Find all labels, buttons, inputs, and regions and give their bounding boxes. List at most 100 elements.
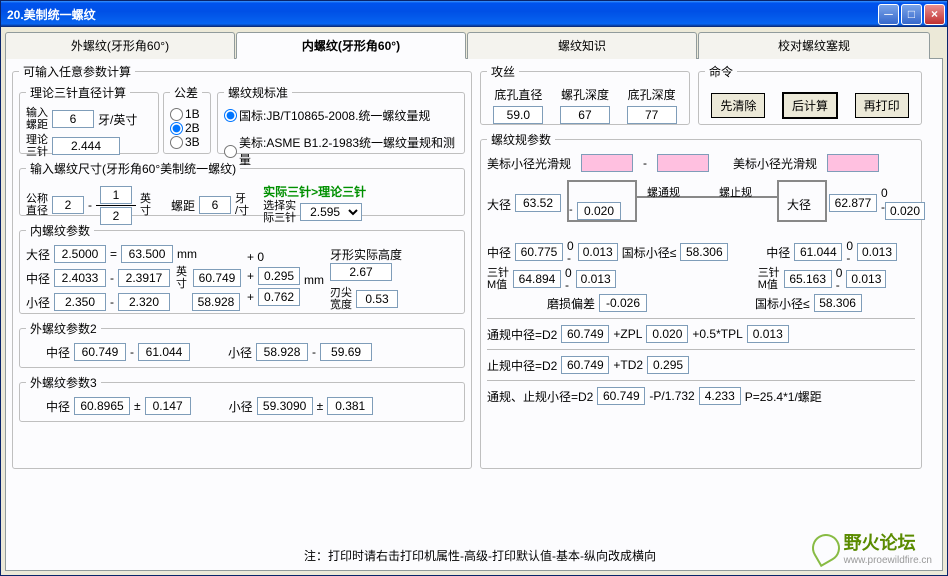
fs-main: 可输入任意参数计算 理论三针直径计算 输入螺距 牙/英寸 理论三针: [12, 63, 472, 469]
lbl-wire-note: 实际三针>理论三针: [263, 183, 366, 200]
logo-url: www.proewildfire.cn: [844, 555, 932, 566]
input-ext3-md-b[interactable]: [327, 397, 373, 415]
titlebar: 20.美制统一螺纹 ─ □ ×: [1, 1, 947, 27]
input-minor-lo[interactable]: [118, 293, 170, 311]
input-formula-nogo-d2[interactable]: [561, 356, 609, 374]
logo-text: 野火论坛: [844, 529, 932, 555]
fs-calc-legend: 理论三针直径计算: [26, 84, 130, 101]
input-wire-m-go[interactable]: [513, 270, 561, 288]
radio-1b[interactable]: 1B: [170, 107, 204, 121]
minimize-button[interactable]: ─: [878, 4, 899, 25]
input-pd-go-tol[interactable]: [578, 243, 618, 261]
input-major-go-tol[interactable]: [577, 202, 621, 220]
radio-3b[interactable]: 3B: [170, 135, 204, 149]
input-theory-wire[interactable]: [52, 137, 120, 155]
input-ext2-md-b[interactable]: [320, 343, 372, 361]
btn-print[interactable]: 再打印: [855, 93, 909, 118]
input-tap-hole-dia[interactable]: [493, 106, 543, 124]
fs-ext3: 外螺纹参数3 中径 ± 小径 ±: [19, 374, 465, 422]
input-pd-go[interactable]: [515, 243, 563, 261]
lbl-tpi2: 牙/寸: [235, 193, 249, 217]
input-wire-m-go-tol[interactable]: [576, 270, 616, 288]
input-ext3-pd-b[interactable]: [145, 397, 191, 415]
input-formula-go-d2[interactable]: [561, 325, 609, 343]
lbl-inch: 英寸: [140, 193, 151, 217]
btn-calculate[interactable]: 后计算: [782, 92, 838, 119]
input-ext2-pd-b[interactable]: [138, 343, 190, 361]
input-tap-hole-depth[interactable]: [627, 106, 677, 124]
btn-clear[interactable]: 先清除: [711, 93, 765, 118]
input-major-go[interactable]: [515, 194, 561, 212]
input-size-pitch[interactable]: [199, 196, 231, 214]
input-tip-width[interactable]: [356, 290, 398, 308]
input-us-minor-go[interactable]: [581, 154, 633, 172]
logo: 野火论坛 www.proewildfire.cn: [812, 529, 932, 566]
input-wire-m-nogo-tol[interactable]: [846, 270, 886, 288]
input-major-nogo[interactable]: [829, 194, 877, 212]
lbl-pitch: 螺距: [171, 197, 195, 214]
input-thread-height[interactable]: [330, 263, 392, 281]
input-major-mm[interactable]: [121, 245, 173, 263]
lbl-actual-wire: 选择实际三针: [263, 200, 296, 224]
input-tol-p2[interactable]: [258, 288, 300, 306]
input-pd-nogo[interactable]: [794, 243, 842, 261]
input-dia-whole[interactable]: [52, 196, 84, 214]
input-major-nogo-tol[interactable]: [885, 202, 925, 220]
fs-std-legend: 螺纹规标准: [224, 84, 292, 101]
input-formula-zpl[interactable]: [646, 325, 688, 343]
input-formula-p[interactable]: [699, 387, 741, 405]
input-pitch[interactable]: [52, 110, 94, 128]
fs-gauge-legend: 螺纹规参数: [487, 131, 555, 148]
input-ext2-md-a[interactable]: [256, 343, 308, 361]
input-tol-p1[interactable]: [258, 267, 300, 285]
lbl-theory-wire: 理论三针: [26, 134, 48, 158]
logo-icon: [807, 528, 845, 566]
lbl-input-pitch: 输入螺距: [26, 107, 48, 131]
fs-int-legend: 内螺纹参数: [26, 222, 94, 239]
input-ext3-pd-a[interactable]: [74, 397, 130, 415]
input-pitch-dia-lo[interactable]: [118, 269, 170, 287]
input-minor-mm[interactable]: [192, 293, 240, 311]
input-pitch-dia-hi[interactable]: [54, 269, 106, 287]
fs-internal: 内螺纹参数 大径=mm 中径-英寸 小径- + 0 + +: [19, 222, 465, 314]
tab-external-thread[interactable]: 外螺纹(牙形角60°): [5, 32, 235, 59]
window-title: 20.美制统一螺纹: [7, 6, 878, 23]
radio-gb[interactable]: 国标:JB/T10865-2008.统一螺纹量规: [224, 107, 458, 124]
fs-tap: 攻丝 底孔直径螺孔深度底孔深度: [480, 63, 690, 125]
tab-calibrate-gauge[interactable]: 校对螺纹塞规: [698, 32, 930, 59]
input-gb-minor2[interactable]: [814, 294, 862, 312]
input-minor-hi[interactable]: [54, 293, 106, 311]
fs-ext2: 外螺纹参数2 中径 - 小径 -: [19, 320, 465, 368]
maximize-button[interactable]: □: [901, 4, 922, 25]
close-button[interactable]: ×: [924, 4, 945, 25]
fs-cmd-legend: 命令: [705, 63, 737, 80]
input-ext2-pd-a[interactable]: [74, 343, 126, 361]
radio-2b[interactable]: 2B: [170, 121, 204, 135]
input-major-in[interactable]: [54, 245, 106, 263]
input-dia-num[interactable]: [100, 186, 132, 204]
input-wear[interactable]: [599, 294, 647, 312]
tab-thread-knowledge[interactable]: 螺纹知识: [467, 32, 697, 59]
input-us-minor-nogo[interactable]: [827, 154, 879, 172]
select-actual-wire[interactable]: 2.595: [300, 203, 362, 221]
input-tap-thread-depth[interactable]: [560, 106, 610, 124]
fs-tol-legend: 公差: [170, 84, 202, 101]
lbl-nominal-dia: 公称直径: [26, 193, 48, 217]
lbl-tpi: 牙/英寸: [98, 111, 137, 128]
input-wire-m-nogo[interactable]: [784, 270, 832, 288]
fs-main-legend: 可输入任意参数计算: [19, 63, 135, 80]
tab-internal-thread[interactable]: 内螺纹(牙形角60°): [236, 32, 466, 59]
input-gb-minor[interactable]: [680, 243, 728, 261]
input-pd-nogo-tol[interactable]: [857, 243, 897, 261]
fs-gauge: 螺纹规参数 美标小径光滑规- 美标小径光滑规 大径 - 螺通规 螺止规: [480, 131, 922, 469]
input-formula-td2[interactable]: [647, 356, 689, 374]
input-formula-minor-d2[interactable]: [597, 387, 645, 405]
fs-standard: 螺纹规标准 国标:JB/T10865-2008.统一螺纹量规 美标:ASME B…: [217, 84, 465, 154]
input-pitch-dia-mm[interactable]: [193, 269, 241, 287]
input-us-minor-go2[interactable]: [657, 154, 709, 172]
input-ext3-md-a[interactable]: [257, 397, 313, 415]
input-formula-tpl[interactable]: [747, 325, 789, 343]
tab-bar: 外螺纹(牙形角60°) 内螺纹(牙形角60°) 螺纹知识 校对螺纹塞规: [5, 31, 943, 59]
fs-tolerance: 公差 1B 2B 3B: [163, 84, 211, 154]
fs-size-legend: 输入螺纹尺寸(牙形角60°美制统一螺纹): [26, 160, 240, 177]
